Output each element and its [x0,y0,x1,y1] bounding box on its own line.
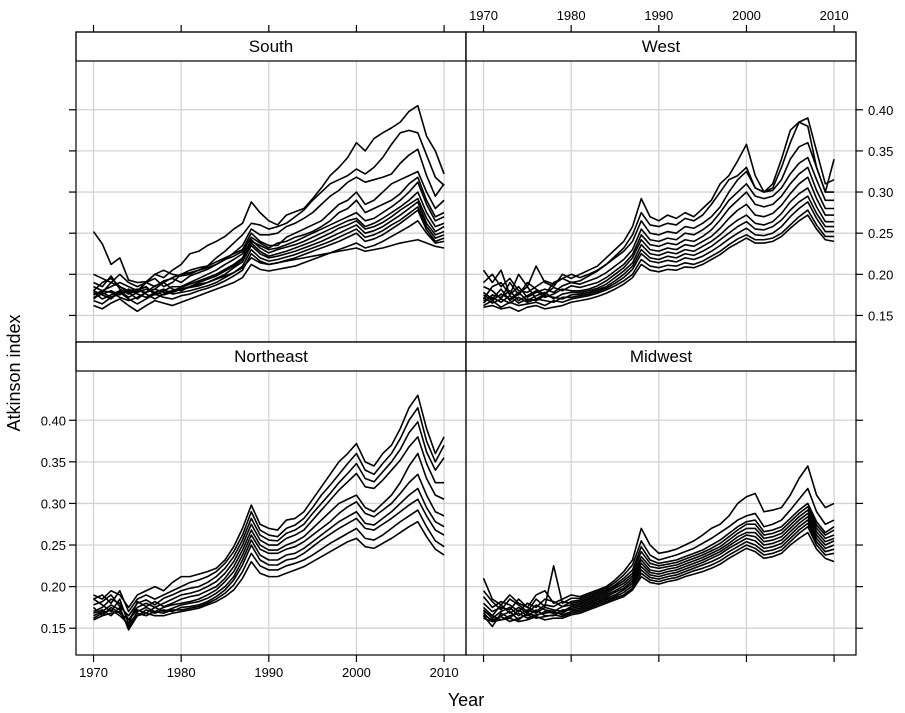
x-tick-label: 1970 [469,8,498,23]
panel-grid [76,371,466,655]
y-tick-label: 0.15 [868,308,893,323]
strip-label: Midwest [630,347,693,366]
x-tick-label: 2000 [732,8,761,23]
y-tick-label: 0.20 [868,267,893,282]
series-line [482,512,835,620]
strip-label: Northeast [234,347,308,366]
series-line [482,176,835,304]
series-line [483,201,835,304]
strip-background [75,341,467,372]
x-tick-label: 2000 [342,665,371,680]
series-line [93,170,445,288]
x-tick-label: 2010 [820,8,849,23]
x-tick-label: 1990 [254,665,283,680]
series-line [482,502,835,613]
y-tick-label: 0.35 [41,455,66,470]
x-tick-label: 1980 [167,665,196,680]
x-tick-label: 1980 [557,8,586,23]
strip-background [465,341,857,372]
y-tick-label: 0.25 [868,226,893,241]
y-axis-title: Atkinson index [4,314,24,431]
panel-border [75,31,467,343]
series-line [93,220,445,313]
series-line [93,238,445,300]
panel-series [92,104,445,313]
panel-midwest: Midwest [465,341,857,656]
series-line [93,452,445,625]
series-line [93,509,445,625]
panel-series [482,465,835,628]
series-line [483,195,835,304]
series-line [482,465,835,609]
panel-grid [76,61,466,342]
series-line [93,406,445,613]
series-line [93,394,445,609]
series-line [483,187,835,302]
series-line [482,141,835,294]
x-tick-label: 1990 [644,8,673,23]
y-tick-label: 0.20 [41,580,66,595]
series-line [483,522,835,621]
series-line [93,201,445,300]
series-line [482,121,835,296]
x-tick-label: 1970 [79,665,108,680]
y-tick-label: 0.40 [41,413,66,428]
series-line [93,520,445,628]
series-line [93,436,445,621]
strip-background [465,31,857,62]
series-line [92,129,445,294]
panel-series [482,117,835,313]
y-tick-label: 0.30 [41,496,66,511]
y-tick-label: 0.35 [868,144,893,159]
series-line [482,509,835,617]
strip-label: West [642,37,681,56]
series-line [92,487,445,621]
series-line [93,206,445,299]
y-tick-label: 0.30 [868,185,893,200]
series-line [93,191,445,302]
panel-series [92,394,445,631]
series-line [482,156,835,300]
panel-south: South [75,31,467,343]
series-line [93,197,445,300]
series-line [482,487,835,613]
x-axis-title: Year [448,690,484,710]
x-tick-label: 2010 [430,665,459,680]
panel-grid [466,371,856,655]
y-tick-label: 0.15 [41,621,66,636]
panel-border [465,341,857,656]
y-tick-label: 0.25 [41,538,66,553]
strip-background [75,31,467,62]
series-line [483,214,835,313]
panel-west: West [465,31,857,343]
series-line [93,148,445,295]
panel-northeast: Northeast [75,341,467,656]
series-line [482,505,835,613]
y-tick-label: 0.40 [868,103,893,118]
strip-label: South [249,37,293,56]
series-line [483,531,835,623]
series-line [483,209,835,309]
series-line [483,525,835,623]
panel-border [465,31,857,343]
